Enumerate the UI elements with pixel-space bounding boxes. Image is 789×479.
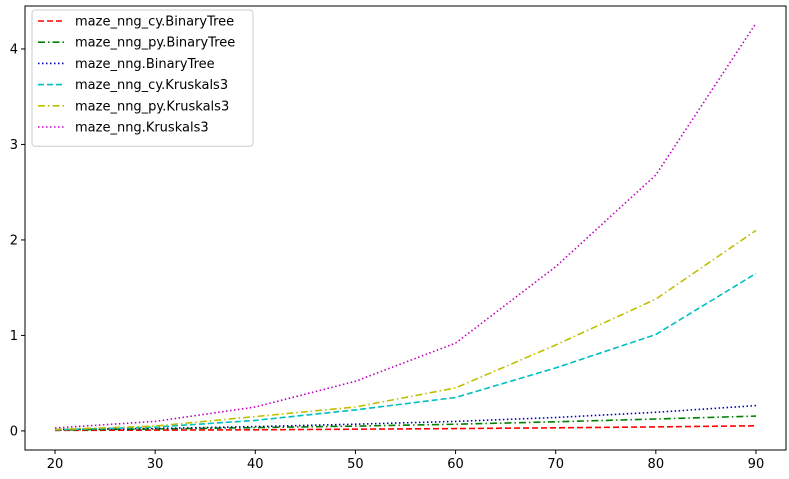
legend-box bbox=[31, 9, 254, 147]
y-tick-label: 4 bbox=[10, 42, 18, 57]
x-tick-label: 60 bbox=[447, 457, 464, 472]
series-lines bbox=[54, 22, 757, 432]
series-line bbox=[54, 22, 757, 429]
x-tick-label: 30 bbox=[147, 457, 164, 472]
axis-ticks: 20 30 40 50 60 70 80 90 0 1 2 3 4 bbox=[10, 42, 765, 472]
x-tick-label: 50 bbox=[347, 457, 364, 472]
legend: maze_nng_cy.BinaryTree maze_nng_py.Binary… bbox=[31, 9, 254, 147]
x-tick-label: 70 bbox=[547, 457, 564, 472]
y-tick-label: 1 bbox=[10, 329, 18, 344]
legend-entry: maze_nng.Kruskals3 bbox=[75, 121, 209, 136]
series-line bbox=[54, 404, 757, 431]
x-tick-label: 40 bbox=[247, 457, 264, 472]
legend-entry: maze_nng_cy.BinaryTree bbox=[75, 15, 234, 30]
legend-entry: maze_nng_py.BinaryTree bbox=[75, 36, 235, 51]
y-tick-label: 0 bbox=[10, 424, 18, 439]
legend-entry: maze_nng.BinaryTree bbox=[75, 57, 215, 72]
legend-entry: maze_nng_py.Kruskals3 bbox=[75, 99, 229, 114]
y-tick-label: 2 bbox=[10, 233, 18, 248]
y-tick-label: 3 bbox=[10, 138, 18, 153]
x-tick-label: 90 bbox=[748, 457, 765, 472]
x-tick-label: 20 bbox=[47, 457, 64, 472]
plot-frame bbox=[24, 5, 787, 451]
x-tick-label: 80 bbox=[648, 457, 665, 472]
series-line bbox=[54, 272, 757, 431]
legend-entry: maze_nng_cy.Kruskals3 bbox=[75, 78, 228, 93]
series-line bbox=[54, 229, 757, 431]
